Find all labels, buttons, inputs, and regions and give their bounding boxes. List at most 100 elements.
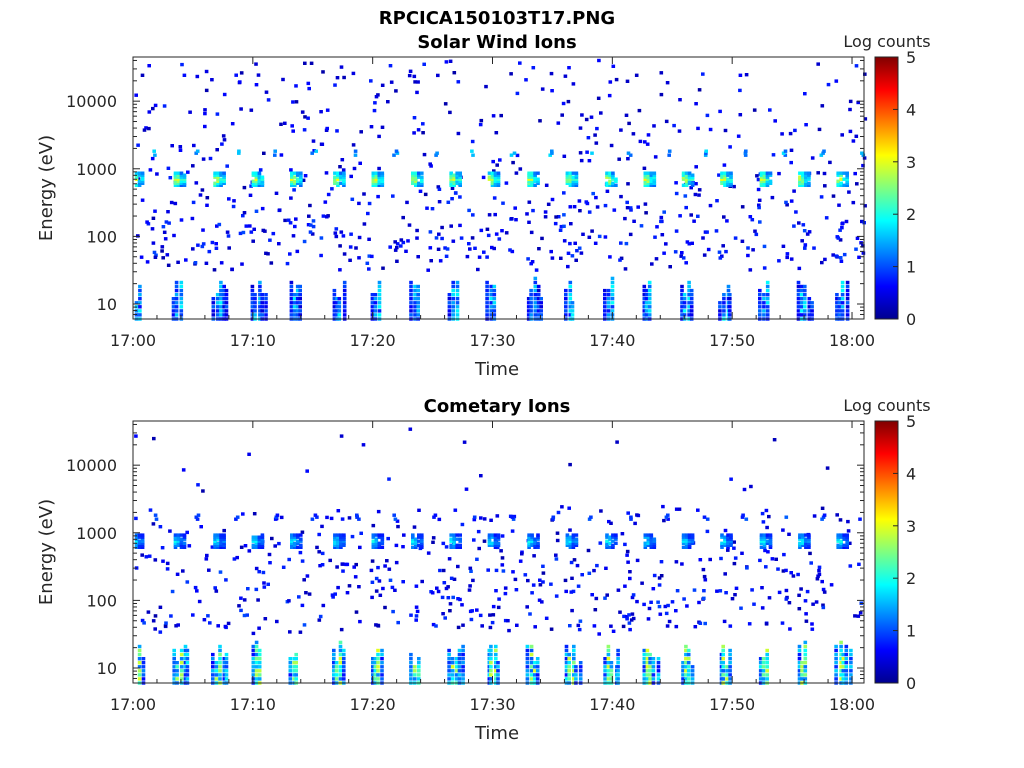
low-energy-cell (758, 313, 762, 317)
spectrogram-cell (484, 84, 488, 89)
low-energy-cell (496, 677, 500, 681)
spectrogram-cell (510, 249, 515, 254)
low-energy-cell (251, 657, 256, 661)
low-energy-cell (450, 673, 455, 677)
spectrogram-cell (140, 553, 144, 557)
band-cell (254, 173, 259, 177)
spectrogram-cell (861, 251, 866, 255)
low-energy-cell (417, 673, 421, 677)
spectrogram-cell (650, 262, 654, 266)
band-cell (153, 153, 157, 157)
low-energy-cell (839, 677, 843, 681)
band-cell (336, 175, 340, 179)
band-cell (628, 153, 633, 157)
band-cell (493, 539, 498, 543)
spectrogram-cell (550, 256, 555, 260)
spectrogram-cell (863, 204, 867, 208)
low-energy-cell (689, 288, 694, 293)
band-cell (414, 545, 418, 549)
spectrogram-cell (234, 73, 238, 77)
spectrogram-cell (591, 191, 595, 196)
spectrogram-cell (388, 578, 393, 582)
band-cell (565, 179, 570, 183)
band-cell (257, 177, 262, 181)
low-energy-cell (722, 301, 726, 305)
band-cell (611, 173, 615, 177)
low-energy-cell (765, 305, 770, 309)
band-cell (374, 173, 379, 177)
low-energy-cell (645, 677, 650, 681)
low-energy-cell (570, 305, 575, 309)
low-energy-cell (185, 673, 190, 677)
low-energy-cell (457, 673, 462, 677)
band-cell (216, 177, 220, 181)
low-energy-cell (568, 301, 573, 305)
low-energy-cell (461, 661, 465, 665)
band-cell (414, 183, 418, 187)
spectrogram-cell (607, 93, 612, 98)
low-energy-cell (447, 313, 452, 317)
spectrogram-cell (395, 245, 399, 250)
low-energy-cell (796, 293, 801, 297)
low-energy-cell (721, 669, 725, 673)
band-cell (729, 541, 733, 545)
spectrogram-cell (417, 508, 421, 512)
band-cell (173, 171, 178, 175)
low-energy-cell (342, 297, 347, 301)
band-cell (768, 173, 773, 177)
low-energy-cell (690, 673, 695, 677)
low-energy-cell (254, 661, 259, 665)
band-cell (222, 543, 226, 547)
spectrogram-cell (300, 530, 305, 534)
band-cell (723, 543, 727, 547)
band-cell (768, 543, 773, 547)
low-energy-cell (373, 301, 378, 305)
band-cell (768, 171, 773, 175)
low-energy-cell (224, 669, 229, 673)
band-cell (137, 543, 142, 547)
spectrogram-cell (701, 567, 706, 572)
band-cell (182, 181, 187, 185)
band-cell (804, 545, 808, 549)
colorbar-tick-label: 5 (906, 412, 916, 431)
spectrogram-cell (728, 624, 733, 628)
spectrogram-cell (603, 596, 607, 600)
spectrogram-cell (568, 528, 572, 532)
band-cell (273, 149, 277, 153)
spectrogram-cell (511, 570, 515, 574)
band-cell (377, 171, 382, 175)
band-cell (414, 179, 418, 183)
cometary-ticks: 17:00 17:10 17:20 17:30 17:40 17:50 18:0010100… (66, 421, 875, 714)
band-cell (380, 177, 385, 181)
spectrogram-cell (822, 171, 827, 176)
spectrogram-cell (556, 215, 561, 219)
band-cell (333, 545, 337, 549)
band-cell (336, 535, 340, 539)
spectrogram-cell (732, 561, 737, 566)
band-cell (342, 533, 346, 537)
low-energy-cell (338, 648, 343, 653)
low-energy-cell (803, 677, 808, 681)
low-energy-cell (492, 305, 497, 309)
solar-wind-axes-box (132, 56, 865, 320)
spectrogram-cell (232, 557, 237, 561)
low-energy-cell (529, 669, 534, 673)
band-cell (222, 179, 226, 183)
spectrogram-cell (623, 216, 627, 221)
spectrogram-cell (430, 591, 435, 595)
low-energy-cell (222, 305, 226, 309)
solar-wind-xlabel: Time (474, 359, 519, 380)
low-energy-cell (841, 657, 846, 661)
band-cell (527, 545, 531, 549)
low-energy-cell (758, 673, 763, 677)
spectrogram-cell (318, 614, 323, 619)
band-cell (804, 543, 808, 547)
band-cell (179, 183, 184, 187)
band-cell (687, 533, 692, 537)
spectrogram-cell (715, 589, 719, 593)
low-energy-cell (682, 313, 687, 317)
cometary-axes-box (132, 420, 865, 684)
low-energy-cell (722, 297, 726, 301)
low-energy-cell (211, 309, 216, 313)
spectrogram-cell (447, 557, 452, 561)
